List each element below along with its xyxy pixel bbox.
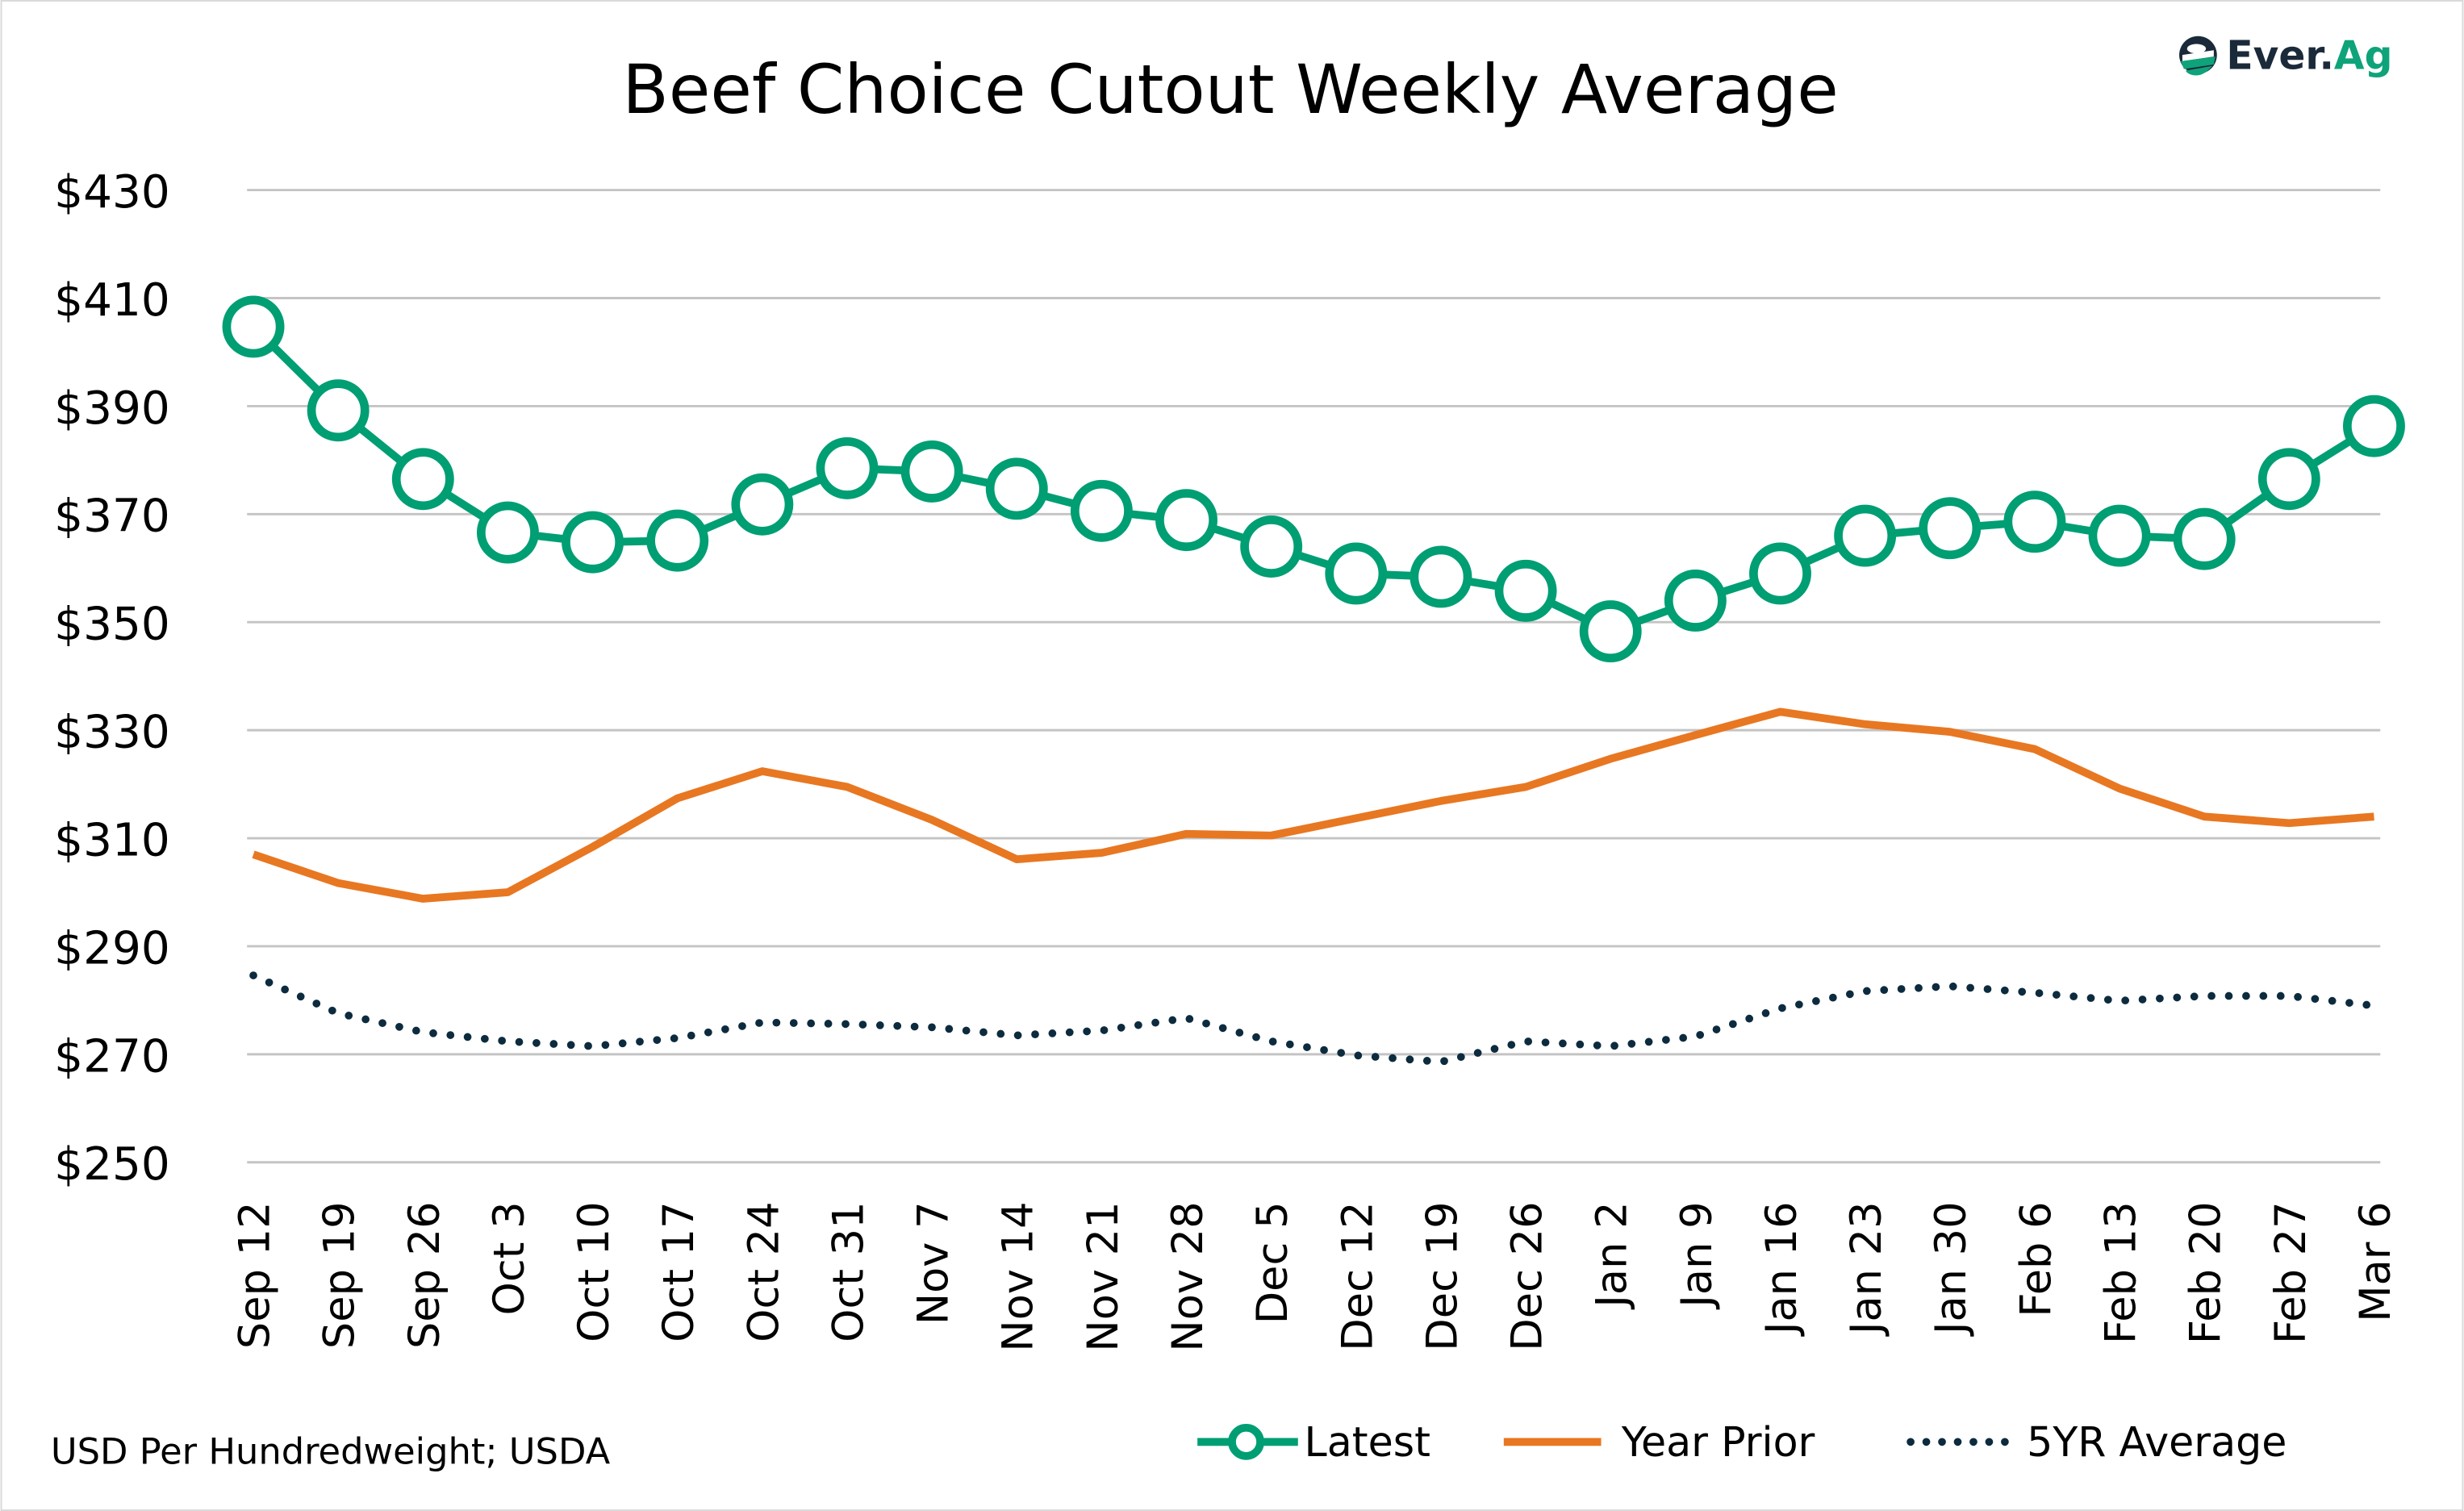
x-tick-label: Dec 5	[1248, 1201, 1297, 1324]
y-tick-label: $410	[54, 274, 170, 327]
x-tick-label: Nov 14	[994, 1201, 1043, 1351]
x-tick-label: Nov 28	[1163, 1201, 1213, 1351]
data-point-latest	[2343, 394, 2405, 457]
y-tick-label: $250	[54, 1138, 170, 1191]
series-line-5yr-average	[249, 971, 2378, 1066]
x-tick-label: Oct 3	[485, 1201, 534, 1315]
gridlines	[247, 189, 2381, 1164]
data-point-latest	[1579, 600, 1642, 663]
data-point-latest	[816, 436, 879, 499]
x-tick-label: Feb 27	[2266, 1201, 2316, 1344]
logo-text: Ever.Ag	[2226, 34, 2392, 79]
data-point-latest	[1409, 545, 1472, 608]
x-tick-label: Oct 24	[739, 1201, 788, 1342]
x-tick-label: Jan 9	[1673, 1201, 1722, 1309]
data-point-latest	[562, 511, 624, 574]
x-tick-label: Oct 31	[824, 1201, 873, 1342]
data-point-latest	[900, 440, 963, 503]
data-point-latest	[1919, 497, 1982, 560]
data-point-latest	[2088, 504, 2151, 567]
data-point-latest	[1155, 489, 1217, 552]
data-point-latest	[222, 295, 285, 358]
data-point-latest	[2003, 490, 2066, 553]
x-tick-label: Jan 16	[1757, 1201, 1806, 1337]
x-tick-label: Nov 7	[909, 1201, 958, 1325]
y-tick-label: $270	[54, 1030, 170, 1083]
everag-logo: Ever.Ag	[2179, 34, 2392, 79]
data-point-latest	[1325, 542, 1388, 605]
y-tick-label: $350	[54, 599, 170, 651]
x-tick-label: Mar 6	[2351, 1201, 2400, 1321]
legend-item-latest: Latest	[1197, 1418, 1430, 1466]
series-latest	[222, 295, 2405, 663]
x-tick-label: Dec 19	[1418, 1201, 1467, 1350]
x-tick-label: Oct 17	[654, 1201, 704, 1342]
x-tick-label: Jan 2	[1588, 1201, 1637, 1309]
series-line-year-prior	[252, 707, 2374, 903]
data-point-latest	[1070, 479, 1133, 542]
data-point-latest	[985, 457, 1048, 520]
series-5yr-average	[249, 971, 2378, 1066]
x-tick-label: Jan 23	[1842, 1201, 1891, 1337]
data-point-latest	[646, 509, 709, 572]
x-tick-label: Dec 26	[1503, 1201, 1552, 1350]
legend-marker-latest	[1228, 1423, 1264, 1460]
x-axis-ticks: Sep 12 Sep 19 Sep 26 Oct 3 Oct 10 Oct 17 Oct 2…	[230, 1201, 2399, 1351]
y-tick-label: $370	[54, 490, 170, 543]
data-point-latest	[1494, 559, 1557, 622]
y-tick-label: $290	[54, 922, 170, 975]
y-tick-label: $430	[54, 166, 170, 219]
x-tick-label: Feb 13	[2097, 1201, 2146, 1344]
legend-label-5yr-average: 5YR Average	[2027, 1418, 2287, 1466]
legend-label-latest: Latest	[1305, 1418, 1430, 1466]
everag-logo-icon	[2179, 35, 2217, 76]
data-point-latest	[391, 448, 454, 511]
x-tick-label: Feb 6	[2011, 1201, 2061, 1317]
x-tick-label: Sep 26	[400, 1201, 449, 1349]
data-point-latest	[476, 501, 539, 564]
x-tick-label: Sep 19	[315, 1201, 365, 1349]
data-point-latest	[731, 473, 794, 536]
x-tick-label: Dec 12	[1333, 1201, 1382, 1350]
legend-label-year-prior: Year Prior	[1621, 1418, 1815, 1466]
data-point-latest	[307, 379, 370, 442]
y-axis-ticks: $250 $270 $290 $310 $330 $350 $370 $390 $410 $430	[54, 166, 170, 1191]
x-tick-label: Feb 20	[2182, 1201, 2231, 1344]
y-tick-label: $390	[54, 382, 170, 435]
data-point-latest	[1749, 542, 1811, 605]
legend: Latest Year Prior 5YR Average	[1197, 1418, 2287, 1466]
x-tick-label: Jan 30	[1927, 1201, 1976, 1337]
data-point-latest	[1834, 504, 1897, 567]
data-point-latest	[1664, 569, 1727, 632]
data-point-latest	[1240, 515, 1303, 578]
x-tick-label: Sep 12	[230, 1201, 279, 1349]
legend-item-5yr-average: 5YR Average	[1906, 1418, 2287, 1466]
legend-item-year-prior: Year Prior	[1503, 1418, 1815, 1466]
source-note: USD Per Hundredweight; USDA	[51, 1430, 611, 1473]
y-tick-label: $310	[54, 814, 170, 866]
series-year-prior	[252, 707, 2374, 903]
data-point-latest	[2173, 507, 2236, 570]
series-group	[222, 295, 2405, 1066]
y-tick-label: $330	[54, 707, 170, 759]
data-point-latest	[2257, 448, 2320, 511]
x-tick-label: Nov 21	[1079, 1201, 1128, 1351]
x-tick-label: Oct 10	[570, 1201, 619, 1342]
chart-title: Beef Choice Cutout Weekly Average	[622, 50, 1838, 129]
